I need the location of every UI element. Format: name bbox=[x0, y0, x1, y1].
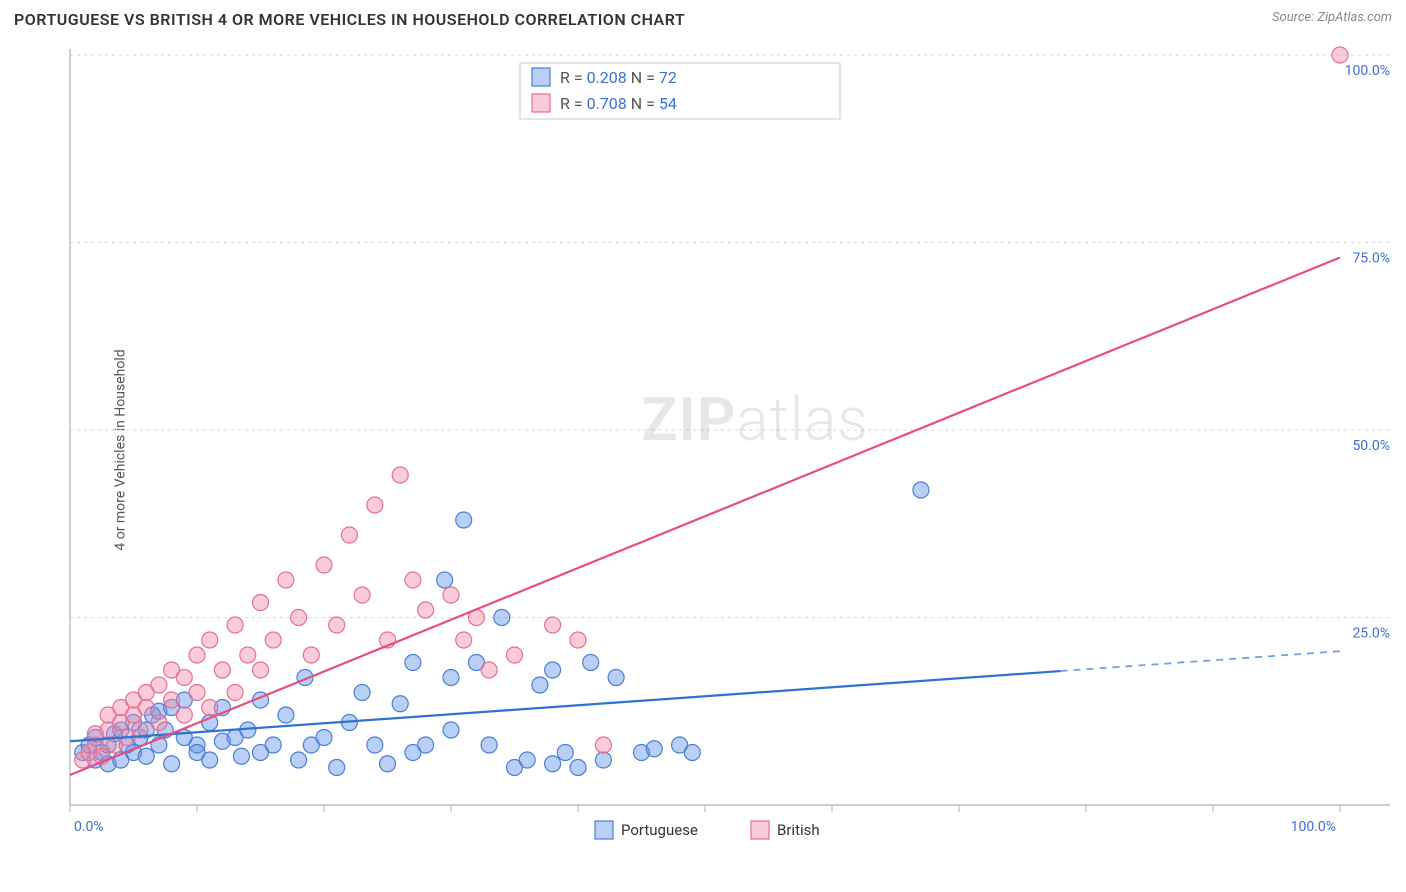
scatter-point bbox=[265, 632, 281, 648]
scatter-point bbox=[1332, 47, 1348, 63]
scatter-point bbox=[151, 715, 167, 731]
scatter-point bbox=[341, 527, 357, 543]
legend-series-label: Portuguese bbox=[621, 821, 698, 839]
scatter-point bbox=[291, 752, 307, 768]
x-tick-label: 0.0% bbox=[74, 819, 104, 835]
legend-swatch bbox=[532, 94, 550, 112]
scatter-point bbox=[291, 610, 307, 626]
scatter-point bbox=[443, 670, 459, 686]
y-tick-label: 50.0% bbox=[1352, 438, 1390, 454]
scatter-point bbox=[545, 617, 561, 633]
scatter-point bbox=[303, 647, 319, 663]
y-tick-label: 100.0% bbox=[1345, 63, 1390, 79]
scatter-point bbox=[329, 617, 345, 633]
scatter-point bbox=[278, 572, 294, 588]
scatter-point bbox=[418, 602, 434, 618]
scatter-point bbox=[189, 647, 205, 663]
scatter-point bbox=[443, 587, 459, 603]
y-tick-label: 25.0% bbox=[1352, 626, 1390, 642]
scatter-point bbox=[316, 557, 332, 573]
y-tick-label: 75.0% bbox=[1352, 251, 1390, 267]
scatter-point bbox=[367, 497, 383, 513]
scatter-point bbox=[608, 670, 624, 686]
scatter-point bbox=[227, 617, 243, 633]
legend-stats-row: R = 0.208 N = 72 bbox=[560, 68, 677, 87]
scatter-point bbox=[138, 700, 154, 716]
scatter-point bbox=[214, 662, 230, 678]
scatter-point bbox=[646, 741, 662, 757]
scatter-point bbox=[392, 696, 408, 712]
scatter-point bbox=[456, 512, 472, 528]
scatter-point bbox=[583, 655, 599, 671]
scatter-point bbox=[913, 482, 929, 498]
scatter-point bbox=[570, 760, 586, 776]
scatter-point bbox=[164, 756, 180, 772]
scatter-point bbox=[189, 685, 205, 701]
scatter-point bbox=[507, 647, 523, 663]
scatter-point bbox=[354, 685, 370, 701]
scatter-point bbox=[227, 685, 243, 701]
scatter-point bbox=[240, 647, 256, 663]
scatter-point bbox=[164, 692, 180, 708]
scatter-point bbox=[151, 677, 167, 693]
source-attribution: Source: ZipAtlas.com bbox=[1272, 10, 1392, 25]
scatter-point bbox=[202, 700, 218, 716]
scatter-point bbox=[595, 752, 611, 768]
scatter-point bbox=[418, 737, 434, 753]
scatter-point bbox=[456, 632, 472, 648]
scatter-point bbox=[481, 737, 497, 753]
scatter-point bbox=[494, 610, 510, 626]
scatter-plot: 0.0% 100.0% 25.0% 50.0% 75.0% 100.0% ZIPatlas R… bbox=[60, 35, 1390, 869]
chart-title: PORTUGUESE VS BRITISH 4 OR MORE VEHICLES… bbox=[14, 10, 685, 29]
scatter-point bbox=[278, 707, 294, 723]
chart-area: 4 or more Vehicles in Household 0.0%100.… bbox=[14, 35, 1392, 865]
scatter-point bbox=[392, 467, 408, 483]
legend-stats-row: R = 0.708 N = 54 bbox=[560, 94, 677, 113]
scatter-point bbox=[443, 722, 459, 738]
scatter-point bbox=[176, 707, 192, 723]
scatter-point bbox=[481, 662, 497, 678]
scatter-point bbox=[253, 662, 269, 678]
scatter-point bbox=[405, 655, 421, 671]
legend-swatch bbox=[595, 821, 613, 839]
scatter-point bbox=[437, 572, 453, 588]
scatter-point bbox=[138, 748, 154, 764]
scatter-point bbox=[380, 756, 396, 772]
scatter-point bbox=[233, 748, 249, 764]
regression-line bbox=[70, 258, 1340, 776]
scatter-point bbox=[253, 595, 269, 611]
legend-series-label: British bbox=[777, 821, 820, 839]
x-tick-label: 100.0% bbox=[1291, 819, 1336, 835]
scatter-point bbox=[405, 572, 421, 588]
scatter-point bbox=[202, 632, 218, 648]
scatter-point bbox=[265, 737, 281, 753]
scatter-point bbox=[557, 745, 573, 761]
scatter-point bbox=[684, 745, 700, 761]
watermark: ZIPatlas bbox=[641, 384, 869, 455]
scatter-point bbox=[570, 632, 586, 648]
scatter-point bbox=[519, 752, 535, 768]
scatter-point bbox=[329, 760, 345, 776]
scatter-point bbox=[354, 587, 370, 603]
scatter-point bbox=[316, 730, 332, 746]
scatter-point bbox=[532, 677, 548, 693]
regression-line-extrapolated bbox=[1061, 651, 1340, 671]
legend-swatch bbox=[751, 821, 769, 839]
scatter-point bbox=[545, 756, 561, 772]
scatter-point bbox=[176, 670, 192, 686]
scatter-point bbox=[595, 737, 611, 753]
scatter-point bbox=[367, 737, 383, 753]
scatter-point bbox=[545, 662, 561, 678]
scatter-point bbox=[202, 752, 218, 768]
legend-swatch bbox=[532, 68, 550, 86]
